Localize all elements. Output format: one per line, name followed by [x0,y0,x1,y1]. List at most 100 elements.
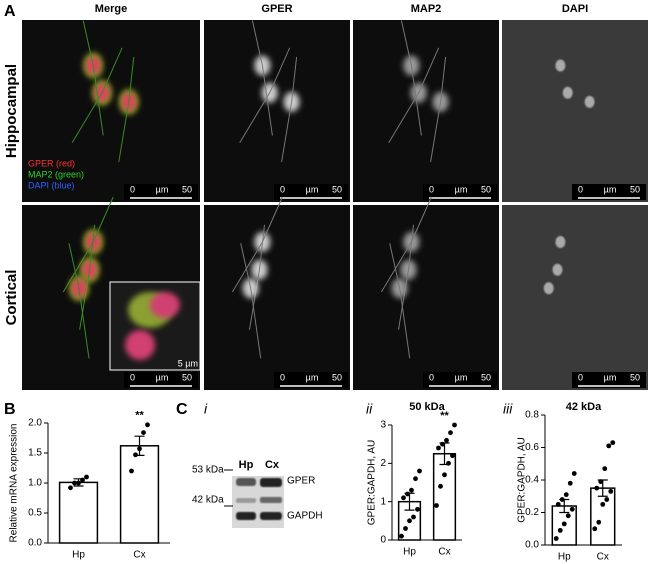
data-point [399,533,404,539]
scale-unit: µm [156,372,169,382]
cell [125,330,155,360]
scale-end: 50 [332,184,342,194]
neurite [430,56,447,162]
neurite [400,20,422,136]
sub-label: ii [366,401,373,417]
x-tick-label: Hp [403,547,416,558]
data-point [604,497,610,502]
bar [119,445,160,544]
data-point [592,526,598,532]
scale-bar-box [124,372,198,388]
data-point [610,440,616,446]
scale-start: 0 [578,372,583,382]
legend-entry: GPER (red) [28,158,75,168]
data-point [446,460,451,466]
y-tick-label: 2.0 [28,418,42,429]
x-tick-label: Hp [558,552,571,563]
band [260,497,282,503]
nucleus [552,263,563,276]
data-point [409,487,414,493]
data-point [80,477,85,483]
nucleus [555,59,566,72]
scale-end: 50 [481,184,491,194]
data-point [145,422,150,428]
scale-end: 50 [182,184,192,194]
scale-bar-box [572,184,646,200]
panel-label: A [4,3,16,20]
data-point [606,443,612,449]
data-point [137,446,142,452]
neurite [71,47,123,144]
data-point [569,506,575,512]
data-point [594,485,600,491]
scale-unit: µm [306,184,319,194]
chart-title: 42 kDa [566,401,602,413]
scale-unit: µm [306,372,319,382]
scale-start: 0 [280,372,285,382]
y-tick-label: 2 [380,458,386,469]
band [236,498,256,503]
data-point [407,518,412,524]
x-tick-label: Cx [438,547,450,558]
legend-entry: DAPI (blue) [28,180,75,190]
micrograph [502,20,648,202]
scale-start: 0 [130,184,135,194]
bar [432,453,457,541]
y-tick-label: 1 [380,496,386,507]
data-point [405,491,410,497]
neurite [248,224,265,330]
band [236,512,256,520]
data-point [413,476,418,482]
scale-bar-box [572,372,646,388]
micrograph [502,205,648,390]
y-tick-label: 0.4 [525,475,539,486]
neurite [79,224,96,330]
data-point [68,485,73,491]
scale-end: 50 [332,372,342,382]
y-tick-label: 0.5 [28,508,42,519]
data-point [141,430,146,435]
column-header: Merge [95,3,127,15]
micrographs: Merge 0 µm 50 0 µm 50 GPER 0 µm 50 0 µm 50 MAP2 0 µm 50 0 µ… [3,3,648,390]
data-point [133,452,138,458]
data-point [129,468,134,474]
data-point [600,501,606,507]
neurite [231,196,283,293]
data-point [553,536,559,541]
panel-label: B [4,401,16,418]
y-tick-label: 0.0 [28,538,42,549]
data-point [438,483,443,489]
nucleus [555,236,566,248]
lane-label: Cx [265,459,280,471]
column-header: DAPI [562,3,588,15]
micrograph [353,20,499,202]
scale-bar-box [124,184,198,200]
scale-start: 0 [578,184,583,194]
data-point [561,521,567,527]
chart-title: 50 kDa [409,401,445,413]
neurite [240,243,262,359]
y-axis-label: Relative mRNA expression [9,424,20,543]
row-label: Hippocampal [3,64,20,158]
column-header: GPER [261,3,292,15]
data-point [411,514,416,520]
scale-end: 50 [630,372,640,382]
y-tick-label: 3 [380,420,386,431]
scale-unit: µm [455,184,468,194]
micrograph [353,205,499,390]
scale-bar-box [274,184,348,200]
scale-bar-box [423,184,497,200]
data-point [440,441,445,447]
sub-label: i [204,401,208,417]
legend-entry: MAP2 (green) [28,169,84,179]
band [236,478,256,486]
band-label: GAPDH [287,511,323,522]
data-point [602,466,608,472]
neurite [281,56,298,162]
marker-label: 53 kDa [192,465,224,476]
western-blot: Hp Cx 53 kDa 42 kDa GPER GAPDH [192,459,323,528]
column-header: MAP2 [411,3,442,15]
y-tick-label: 0.0 [525,540,539,551]
y-tick-label: 0.8 [525,410,539,421]
neurite [118,56,135,162]
